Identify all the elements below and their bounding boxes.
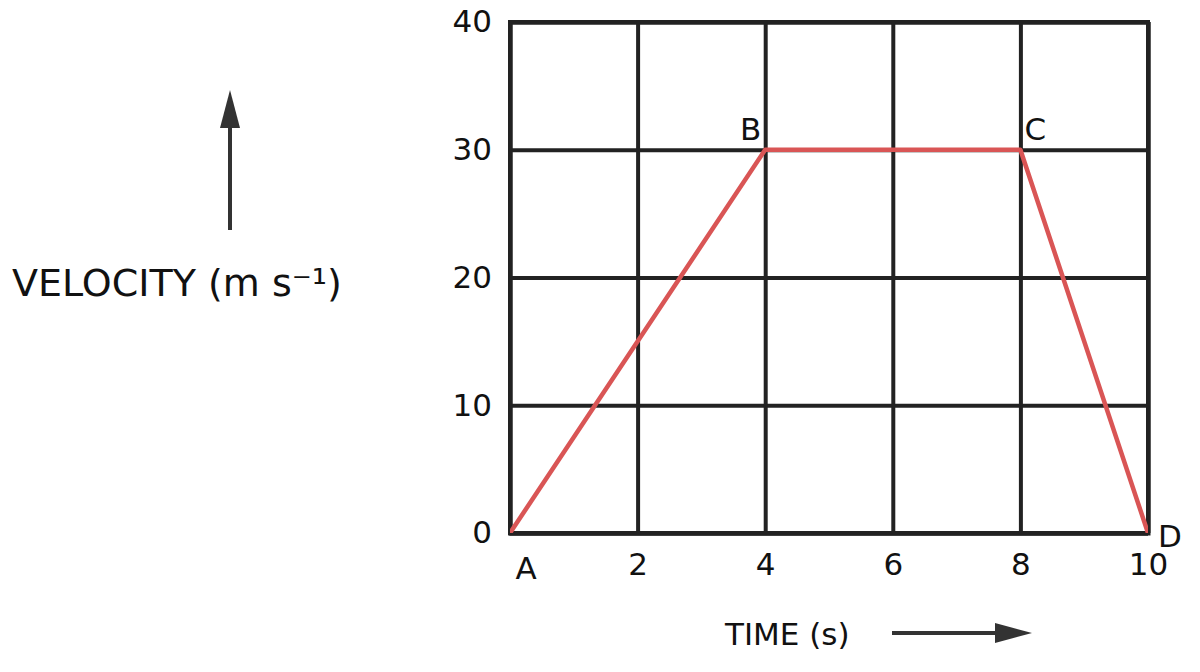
x-tick: 4 [756,22,776,582]
y-tick-label: 20 [453,259,492,295]
x-tick: 8 [1011,22,1031,582]
x-grid-line [1147,22,1151,533]
x-tick: 2 [628,22,648,582]
x-tick-label: 4 [756,546,776,582]
plot-frame [510,22,1148,533]
y-axis-line [511,23,1149,534]
x-grid-line [891,22,895,533]
y-arrow-head [220,90,240,128]
velocity-line [510,150,1148,533]
y-grid-line [510,404,1148,408]
y-axis: 0 10 20 30 40 [453,3,1148,550]
x-axis-line [511,22,1149,534]
y-arrow-shaft [228,120,232,230]
data-layer [510,150,1148,533]
y-grid-line [510,276,1148,280]
x-grid-line [764,22,768,533]
x-tick-label: 6 [883,546,903,582]
point-label: B [740,111,761,147]
x-tick: 6 [883,22,903,582]
x-grid-line [1019,22,1023,533]
x-arrow-head [995,623,1032,643]
y-tick-label: 10 [453,387,492,423]
y-grid-line [510,21,1148,25]
x-tick-label: 2 [628,546,648,582]
x-grid-line [636,22,640,533]
y-tick-label: 40 [453,3,492,39]
y-tick-label: 30 [453,131,492,167]
y-tick: 20 [453,259,1148,295]
y-tick-label: 0 [472,514,492,550]
y-axis-title: VELOCITY (m s⁻¹) [12,261,342,305]
point-label: D [1158,518,1182,554]
point-label: C [1024,111,1046,147]
x-axis-title: TIME (s) [724,616,850,652]
y-tick: 10 [453,387,1148,423]
x-axis: 246810 [511,22,1169,582]
point-label: A [515,550,536,586]
chart: 0 10 20 30 402 4 6 8 10 A B C D VELOCITY (m s⁻¹) TIME … [0,0,1200,672]
x-tick-label: 8 [1011,546,1031,582]
x-arrow-shaft [892,631,1000,635]
y-tick: 40 [453,3,1148,39]
plot: 0 10 20 30 402 4 6 8 10 A B C D [453,3,1182,586]
